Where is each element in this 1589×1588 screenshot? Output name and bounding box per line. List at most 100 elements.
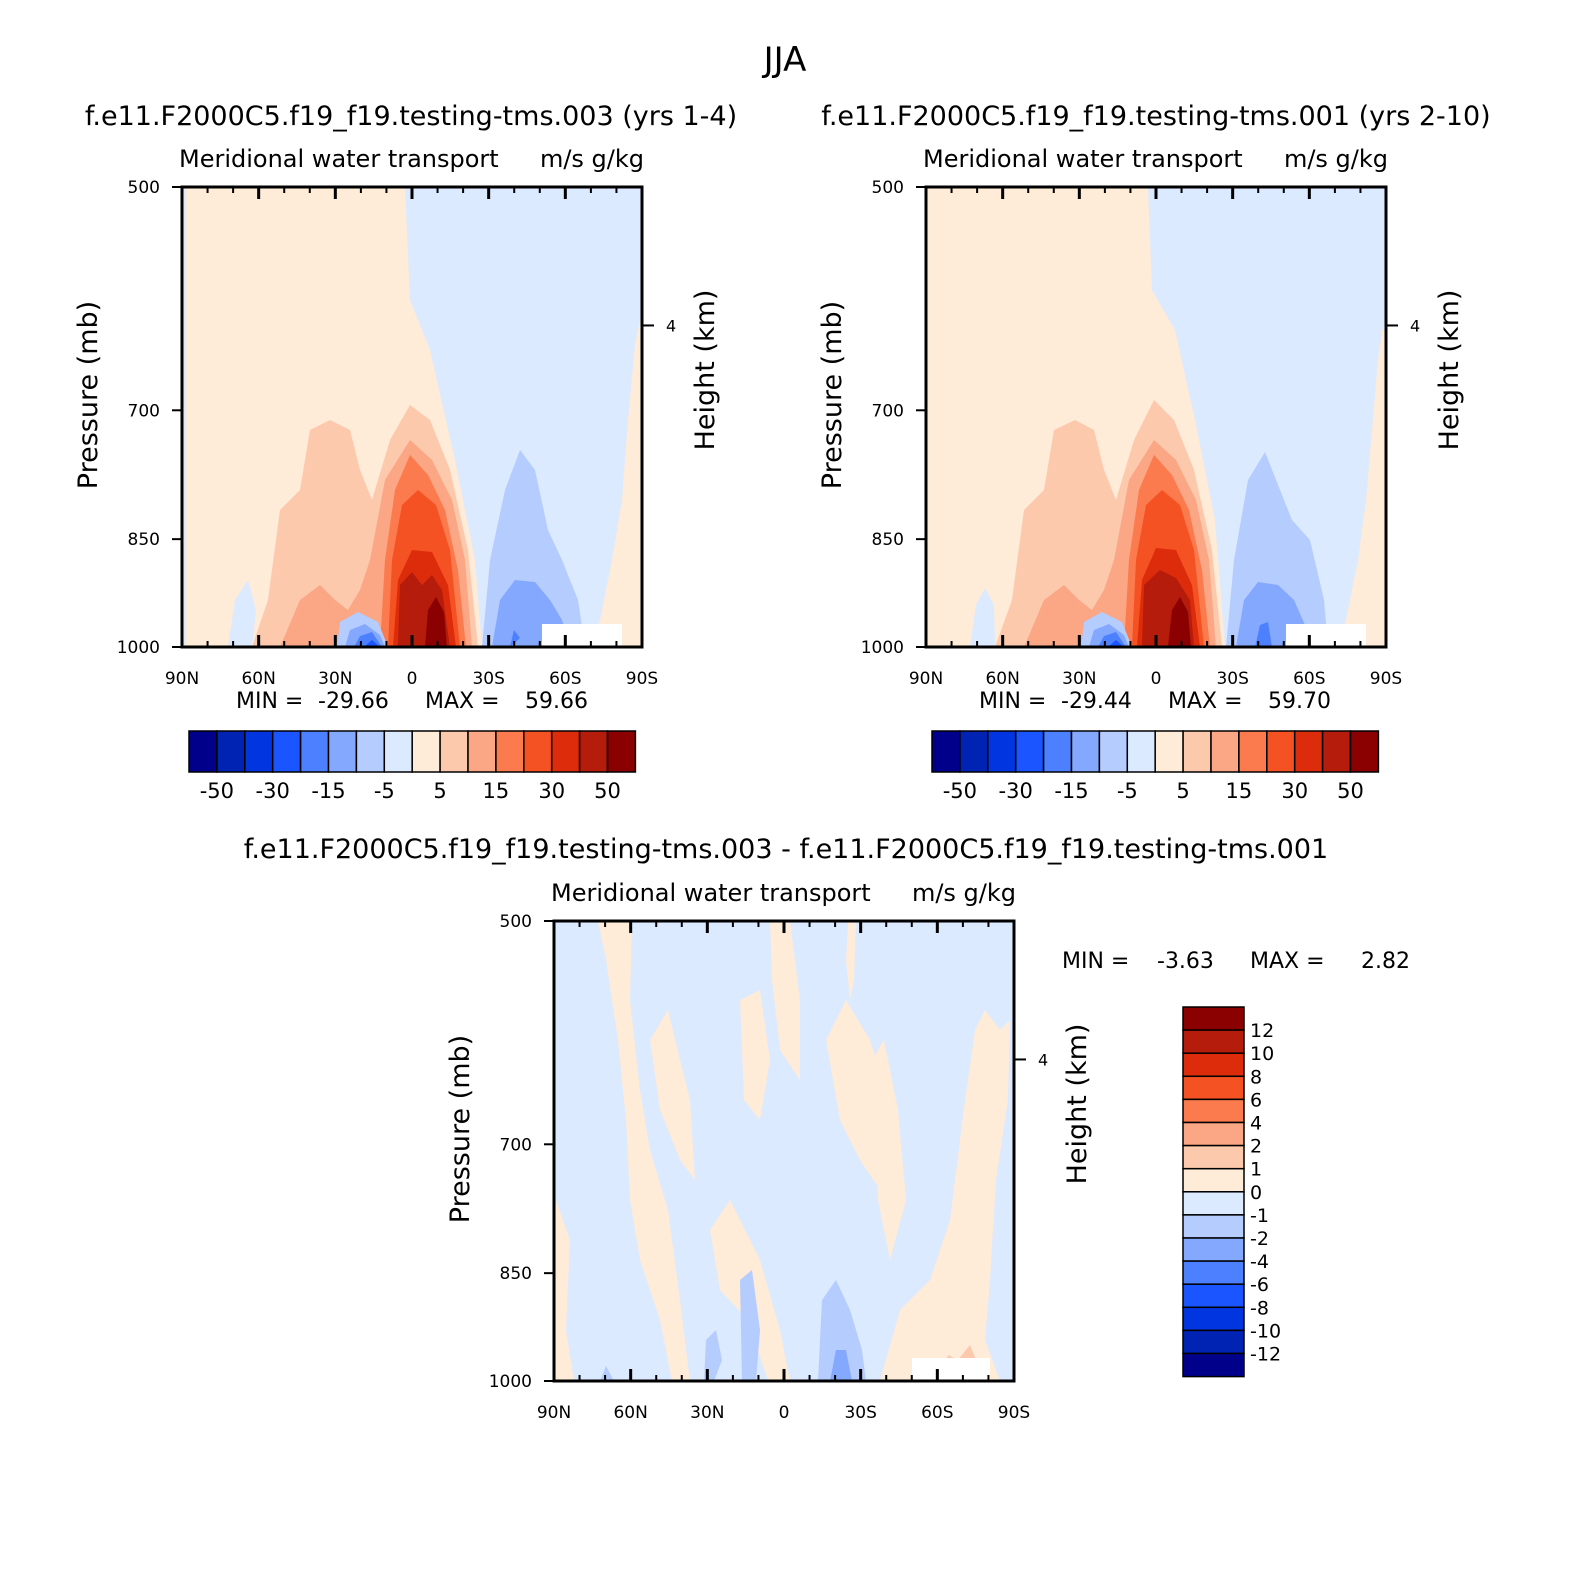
y-tick-label: 1000 (861, 638, 904, 658)
colorbar-label: -5 (1117, 779, 1138, 803)
colorbar-label: 5 (433, 779, 446, 803)
x-tick-label: 90S (1370, 669, 1402, 689)
height-axis-label: Height (km) (1434, 290, 1465, 451)
x-tick-label: 90S (626, 669, 658, 689)
panel-003: f.e11.F2000C5.f19_f19.testing-tms.003 (y… (73, 101, 737, 803)
x-tick-label: 60S (1293, 669, 1325, 689)
colorbar-swatch (1182, 1006, 1245, 1031)
panel-title: f.e11.F2000C5.f19_f19.testing-tms.003 (y… (85, 101, 737, 132)
colorbar-swatch (1182, 1075, 1245, 1101)
colorbar-label: -30 (999, 779, 1033, 803)
colorbar-swatch (1321, 730, 1352, 773)
colorbar-label: 50 (594, 779, 621, 803)
colorbar-label: -15 (1054, 779, 1088, 803)
colorbar-label: 5 (1176, 779, 1189, 803)
panel-diff: f.e11.F2000C5.f19_f19.testing-tms.003 - … (244, 834, 1410, 1423)
y-tick-label: 700 (128, 401, 160, 421)
colorbar-swatch (1126, 730, 1156, 773)
colorbar-swatch (495, 730, 525, 773)
colorbar-label: 1 (1250, 1159, 1262, 1181)
stats-min-label: MIN = (979, 689, 1046, 714)
plot-subtitle: Meridional water transport (179, 145, 499, 173)
y-tick-label: 1000 (489, 1372, 532, 1392)
colorbar-label: 30 (538, 779, 565, 803)
y-tick-label: 500 (500, 912, 532, 932)
colorbar-swatch (1182, 1352, 1245, 1378)
panel-001: f.e11.F2000C5.f19_f19.testing-tms.001 (y… (817, 101, 1491, 803)
y-tick-label: 850 (128, 530, 160, 550)
colorbar-swatch (1293, 730, 1324, 773)
stats-min-label: MIN = (1062, 949, 1129, 974)
colorbar-label: -12 (1250, 1344, 1281, 1366)
colorbar-label: -10 (1250, 1320, 1281, 1342)
x-tick-label: 30N (690, 1403, 724, 1423)
y-tick-label: 850 (872, 530, 904, 550)
colorbar-swatch (216, 730, 246, 773)
colorbar-swatch (1182, 1306, 1245, 1332)
colorbar-label: -30 (256, 779, 290, 803)
colorbar-label: -8 (1250, 1297, 1269, 1319)
stats-min: -29.44 (1061, 689, 1132, 714)
colorbar-label: -15 (311, 779, 345, 803)
colorbar-swatch (188, 730, 218, 773)
colorbar-swatch (1182, 730, 1212, 773)
colorbar-swatch (1182, 1237, 1245, 1262)
y-tick-label: 500 (128, 178, 160, 198)
x-tick-label: 90S (998, 1403, 1030, 1423)
height-axis-label: Height (km) (690, 290, 721, 451)
colorbar-label: -4 (1250, 1251, 1269, 1273)
x-tick-label: 90N (537, 1403, 571, 1423)
colorbar-label: 2 (1250, 1136, 1262, 1158)
plot-subtitle: Meridional water transport (923, 145, 1243, 173)
plot-units: m/s g/kg (1284, 145, 1388, 173)
colorbar-label: 50 (1337, 779, 1364, 803)
y-tick-label: 1000 (117, 638, 160, 658)
colorbar-swatch (550, 730, 581, 773)
contour-fill (554, 921, 1014, 1381)
colorbar-swatch (1182, 1283, 1245, 1309)
colorbar-swatch (1349, 730, 1380, 773)
plot-subtitle: Meridional water transport (551, 879, 871, 907)
plot-units: m/s g/kg (912, 879, 1016, 907)
x-tick-label: 0 (779, 1403, 790, 1423)
stats-min: -29.66 (318, 689, 389, 714)
colorbar-label: -1 (1250, 1205, 1269, 1227)
colorbar-swatch (959, 730, 989, 773)
colorbar-swatch (299, 730, 330, 773)
stats-max: 2.82 (1361, 949, 1410, 974)
colorbar-label: -6 (1250, 1274, 1269, 1296)
colorbar-label: -2 (1250, 1228, 1269, 1250)
colorbar-swatch (439, 730, 469, 773)
colorbar-swatch (578, 730, 609, 773)
colorbar-label: 6 (1250, 1089, 1262, 1111)
height-axis-label: Height (km) (1062, 1024, 1093, 1185)
x-tick-label: 0 (407, 669, 418, 689)
figure-title: JJA (762, 40, 807, 80)
y-tick-label: 500 (872, 178, 904, 198)
colorbar-swatch (1182, 1260, 1245, 1285)
colorbar-swatch (467, 730, 497, 773)
colorbar-swatch (987, 730, 1017, 773)
colorbar-label: 15 (483, 779, 510, 803)
colorbar-label: -5 (374, 779, 395, 803)
x-tick-label: 60N (241, 669, 275, 689)
y-axis-label: Pressure (mb) (73, 301, 104, 489)
y-tick-label: 700 (872, 401, 904, 421)
stats-max-label: MAX = (1250, 949, 1325, 974)
stats-max: 59.66 (525, 689, 588, 714)
colorbar-swatch (327, 730, 358, 773)
x-tick-label: 60N (985, 669, 1019, 689)
contour-fill (182, 187, 642, 647)
stats-max-label: MAX = (425, 689, 500, 714)
colorbar-swatch (1182, 1098, 1245, 1124)
x-tick-label: 60S (921, 1403, 953, 1423)
x-tick-label: 30S (1216, 669, 1248, 689)
x-tick-label: 60N (613, 1403, 647, 1423)
x-tick-label: 90N (165, 669, 199, 689)
colorbar-swatch (1182, 1167, 1245, 1193)
colorbar-swatch (1182, 1121, 1245, 1147)
colorbar-swatch (1070, 730, 1101, 773)
y-axis-label: Pressure (mb) (817, 301, 848, 489)
contour-fill (926, 187, 1386, 647)
